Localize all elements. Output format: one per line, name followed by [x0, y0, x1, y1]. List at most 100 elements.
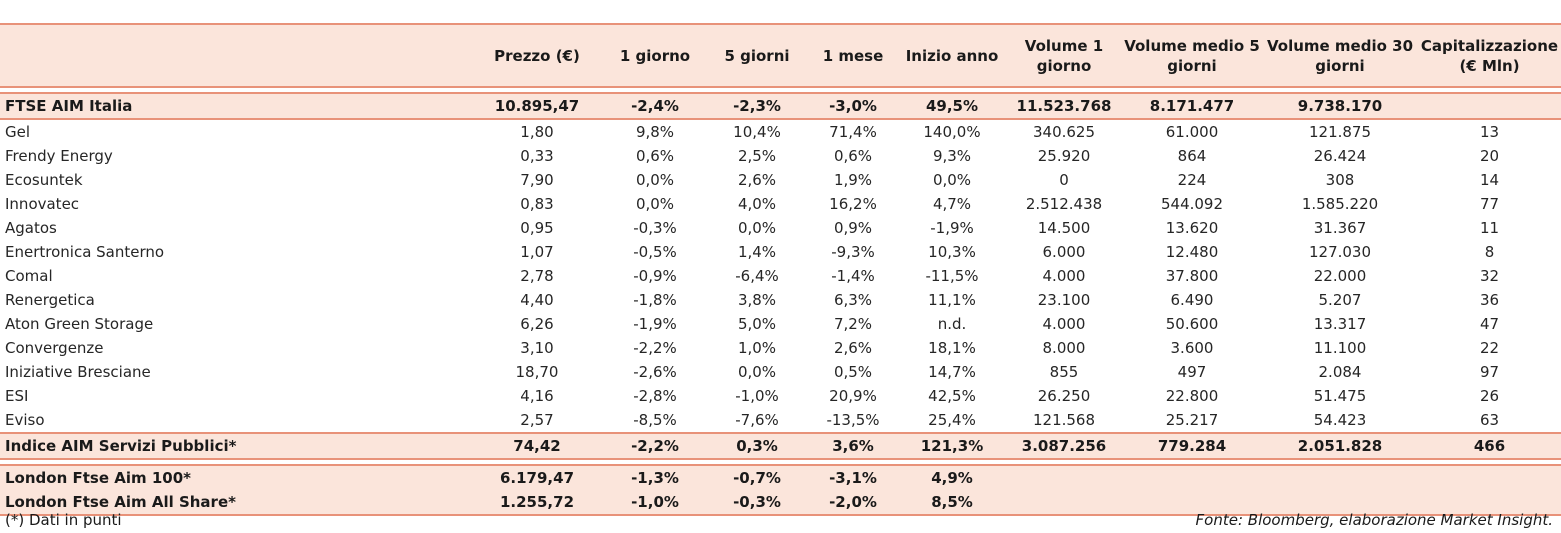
table-cell: 0,3% [706, 432, 808, 460]
row-label: London Ftse Aim 100* [0, 464, 470, 490]
table-cell: 0,0% [737, 219, 777, 237]
table-cell: 4.000 [1042, 315, 1086, 333]
table-cell: 5,0% [737, 315, 777, 333]
table-cell: 8 [1484, 243, 1495, 261]
table-cell: -1,0% [604, 490, 706, 516]
table-cell [1006, 490, 1122, 516]
table-cell: 3.600 [1170, 339, 1214, 357]
row-label: Agatos [5, 219, 57, 237]
row-spacer [0, 87, 1561, 93]
table-cell: 7,90 [520, 171, 554, 189]
table-cell: 2.051.828 [1262, 432, 1418, 460]
table-cell: 497 [1177, 363, 1207, 381]
table-cell: 11 [1479, 219, 1500, 237]
table-cell: 2,78 [520, 267, 554, 285]
table-row: Enertronica Santerno 1,07 -0,5% 1,4% -9,3% 10… [0, 240, 1561, 264]
table-cell: 18,1% [928, 339, 976, 357]
table-cell: 49,5% [898, 92, 1006, 120]
table-cell: 20,9% [829, 387, 877, 405]
table-cell: -11,5% [925, 267, 979, 285]
table-cell: 127.030 [1308, 243, 1372, 261]
table-cell: 121.568 [1032, 411, 1096, 429]
table-cell: 6,3% [833, 291, 873, 309]
table-cell: -13,5% [826, 411, 880, 429]
row-label: Gel [5, 123, 31, 141]
table-cell: 466 [1418, 432, 1561, 460]
table-cell: 0,33 [520, 147, 554, 165]
table-cell [1006, 464, 1122, 490]
table-cell: 340.625 [1032, 123, 1096, 141]
table-cell: 26.424 [1313, 147, 1367, 165]
table-cell: -1,3% [604, 464, 706, 490]
footnote: (*) Dati in punti [5, 511, 122, 529]
table-cell: 97 [1479, 363, 1500, 381]
table-cell: 9,3% [932, 147, 972, 165]
table-cell: 61.000 [1165, 123, 1219, 141]
sector-index-row: Indice AIM Servizi Pubblici* 74,42 -2,2% 0,… [0, 432, 1561, 460]
table-header-row: Prezzo (€) 1 giorno 5 giorni 1 mese Inizio a… [0, 23, 1561, 88]
table-cell: 42,5% [928, 387, 976, 405]
table-cell: -1,9% [930, 219, 974, 237]
row-label: Convergenze [5, 339, 104, 357]
table-cell: 4,40 [520, 291, 554, 309]
table-cell: -2,8% [633, 387, 677, 405]
table-cell: 51.475 [1313, 387, 1367, 405]
row-label: Ecosuntek [5, 171, 83, 189]
column-header: 5 giorni [706, 23, 808, 88]
table-cell: 63 [1479, 411, 1500, 429]
table-cell: -1,8% [633, 291, 677, 309]
table-cell: 9.738.170 [1262, 92, 1418, 120]
market-table: Prezzo (€) 1 giorno 5 giorni 1 mese Inizio a… [0, 23, 1561, 516]
table-cell: 0,9% [833, 219, 873, 237]
table-row: Renergetica 4,40 -1,8% 3,8% 6,3% 11,1% 23.100 6… [0, 288, 1561, 312]
table-cell: 2,6% [833, 339, 873, 357]
row-label: ESI [5, 387, 29, 405]
table-cell: 25,4% [928, 411, 976, 429]
row-label: Aton Green Storage [5, 315, 154, 333]
row-label: Iniziative Bresciane [5, 363, 151, 381]
table-cell: 18,70 [515, 363, 559, 381]
table-cell: 8,5% [898, 490, 1006, 516]
table-cell: 50.600 [1165, 315, 1219, 333]
column-header: Capitalizzazione (€ Mln) [1418, 23, 1561, 88]
table-cell: 14.500 [1037, 219, 1091, 237]
table-cell: -7,6% [735, 411, 779, 429]
table-cell [1418, 490, 1561, 516]
table-cell: 10,3% [928, 243, 976, 261]
column-header: 1 giorno [604, 23, 706, 88]
table-cell: -1,4% [831, 267, 875, 285]
table-cell: 4,7% [932, 195, 972, 213]
table-cell: 26 [1479, 387, 1500, 405]
column-header: Inizio anno [898, 23, 1006, 88]
table-cell: 1,80 [520, 123, 554, 141]
table-cell: -0,7% [706, 464, 808, 490]
table-cell: 11.523.768 [1006, 92, 1122, 120]
table-cell: 1,4% [737, 243, 777, 261]
table-cell: 855 [1049, 363, 1079, 381]
table-cell: 22 [1479, 339, 1500, 357]
row-label: Indice AIM Servizi Pubblici* [0, 432, 470, 460]
table-cell: 6.000 [1042, 243, 1086, 261]
table-cell: -0,9% [633, 267, 677, 285]
table-cell: 0,6% [635, 147, 675, 165]
index-row: FTSE AIM Italia 10.895,47 -2,4% -2,3% -3,0% 4… [0, 92, 1561, 120]
table-cell: 32 [1479, 267, 1500, 285]
table-cell: -0,3% [706, 490, 808, 516]
table-cell: 4,9% [898, 464, 1006, 490]
table-cell: 864 [1177, 147, 1207, 165]
table-cell: 121.875 [1308, 123, 1372, 141]
column-header: Volume medio 30 giorni [1262, 23, 1418, 88]
table-cell: 11,1% [928, 291, 976, 309]
table-cell: 4,0% [737, 195, 777, 213]
table-cell: 1,0% [737, 339, 777, 357]
table-cell: 308 [1325, 171, 1355, 189]
table-cell [1418, 92, 1561, 120]
table-cell: 9,8% [635, 123, 675, 141]
table-cell: 3,10 [520, 339, 554, 357]
table-cell: 3,8% [737, 291, 777, 309]
london-index-row: London Ftse Aim 100* 6.179,47 -1,3% -0,7% -3… [0, 464, 1561, 490]
table-cell: 13.317 [1313, 315, 1367, 333]
table-cell: -3,1% [808, 464, 898, 490]
table-cell: 121,3% [898, 432, 1006, 460]
table-cell: 25.217 [1165, 411, 1219, 429]
